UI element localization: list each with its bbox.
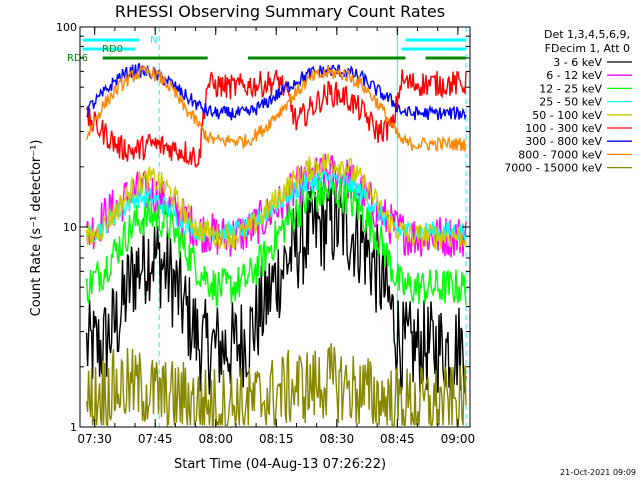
x-tick-label-5: 08:45 — [380, 432, 415, 446]
legend-label-1: 6 - 12 keV — [546, 69, 602, 82]
y-tick-label-10: 10 — [63, 221, 77, 234]
legend-label-6: 300 - 800 keV — [525, 135, 602, 148]
axes: 1 10 100 07:30 07:45 08:00 08:15 08:30 08:45 09:0… — [56, 21, 475, 446]
y-tick-label-100: 100 — [56, 21, 77, 34]
legend-header-line-2: FDecim 1, Att 0 — [545, 42, 630, 55]
legend-label-7: 800 - 7000 keV — [518, 148, 602, 161]
x-tick-label-0: 07:30 — [77, 432, 112, 446]
series-line-8 — [85, 343, 467, 428]
legend-header-line-1: Det 1,3,4,5,6,9, — [544, 28, 630, 41]
x-tick-label-2: 08:00 — [198, 432, 233, 446]
legend-label-2: 12 - 25 keV — [539, 82, 602, 95]
series-line-5 — [85, 69, 467, 168]
x-tick-label-1: 07:45 — [138, 432, 173, 446]
x-tick-label-4: 08:30 — [320, 432, 355, 446]
series-line-2 — [85, 177, 467, 308]
plot-area: N RD0 RD6 — [67, 27, 467, 428]
legend: Det 1,3,4,5,6,9, FDecim 1, Att 0 3 - 6 k… — [504, 28, 632, 175]
x-axis-label: Start Time (04-Aug-13 07:26:22) — [174, 457, 386, 472]
legend-label-4: 50 - 100 keV — [532, 109, 602, 122]
series-line-0 — [85, 179, 467, 395]
flag-label-rd6: RD6 — [67, 53, 88, 64]
series-line-7 — [85, 64, 467, 153]
x-tick-label-6: 09:00 — [441, 432, 476, 446]
legend-label-8: 7000 - 15000 keV — [504, 162, 602, 175]
series-line-3 — [85, 169, 467, 244]
legend-label-0: 3 - 6 keV — [553, 56, 602, 69]
series-line-4 — [85, 153, 467, 250]
x-tick-label-3: 08:15 — [259, 432, 294, 446]
flag-label-rd0: RD0 — [102, 44, 123, 55]
series-line-6 — [86, 63, 467, 121]
flag-label-n: N — [150, 35, 157, 46]
timestamp: 21-Oct-2021 09:09 — [560, 468, 636, 477]
y-tick-label-1: 1 — [70, 421, 77, 434]
legend-label-5: 100 - 300 keV — [525, 122, 602, 135]
y-axis-label: Count Rate (s⁻¹ detector⁻¹) — [29, 140, 44, 317]
legend-label-3: 25 - 50 keV — [539, 96, 602, 109]
chart-title: RHESSI Observing Summary Count Rates — [115, 2, 445, 21]
